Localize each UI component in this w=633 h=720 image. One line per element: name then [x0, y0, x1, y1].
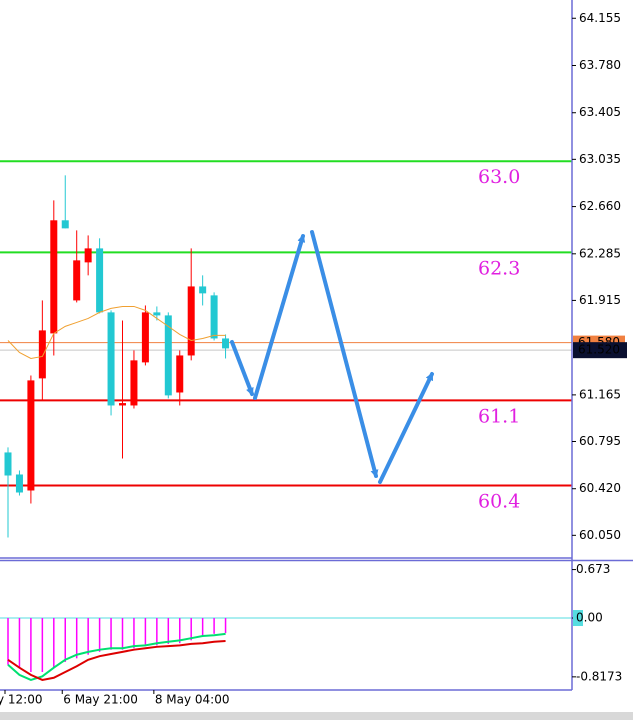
- candle-body: [141, 312, 149, 363]
- candle-body: [199, 286, 207, 294]
- y-tick-label: 60.420: [579, 481, 621, 495]
- y-tick-label: 63.035: [579, 152, 621, 166]
- candle-body: [15, 474, 23, 493]
- candle-body: [27, 380, 35, 491]
- y-tick-label: 63.405: [579, 105, 621, 119]
- candle-body: [164, 315, 172, 396]
- candle-body: [176, 355, 184, 393]
- moving-average: [7, 305, 226, 360]
- x-tick-label: 6 May 21:00: [63, 693, 138, 707]
- y-tick-label: 62.660: [579, 199, 621, 213]
- level-label: 61.1: [478, 405, 520, 427]
- level-label: 62.3: [478, 257, 520, 279]
- y-tick-label: 60.795: [579, 434, 621, 448]
- macd-line: [7, 632, 226, 681]
- y-tick-label: 61.165: [579, 387, 621, 401]
- candle-body: [38, 330, 46, 379]
- tab-bar: [0, 712, 633, 720]
- x-tick-label: y 12:00: [0, 693, 43, 707]
- candle-body: [130, 360, 138, 406]
- candle-body: [153, 312, 161, 316]
- level-label: 63.0: [478, 166, 520, 188]
- arrow: [378, 372, 434, 484]
- level-label: 60.4: [478, 490, 520, 512]
- y-tick-label: 60.050: [579, 528, 621, 542]
- y-tick-label: -0.8173: [576, 669, 622, 683]
- candle-body: [4, 452, 12, 476]
- bid-label: 61.520: [578, 343, 620, 357]
- arrow: [253, 234, 306, 400]
- candle-body: [73, 260, 81, 301]
- candle-body: [61, 220, 69, 229]
- zero-label-box: [573, 610, 583, 627]
- candle-body: [222, 338, 230, 349]
- candle-body: [50, 220, 58, 334]
- y-tick-label: 64.155: [579, 11, 621, 25]
- macd-panel: [0, 617, 572, 681]
- macd-line: [7, 640, 226, 681]
- candle-body: [96, 248, 104, 313]
- price-panel: 63.0 62.3 61.1 60.4: [0, 160, 572, 538]
- bid-label-box: [573, 342, 627, 359]
- forecast-arrows: [230, 230, 434, 484]
- candle-body: [210, 295, 218, 339]
- x-tick-label: 8 May 04:00: [155, 693, 230, 707]
- y-tick-label: 0.673: [576, 562, 610, 576]
- y-tick-label: 63.780: [579, 58, 621, 72]
- y-tick-label: 61.915: [579, 293, 621, 307]
- candle-body: [107, 312, 115, 406]
- candle-body: [119, 403, 126, 406]
- arrow: [230, 340, 254, 396]
- candle-body: [84, 248, 92, 263]
- candle-body: [187, 286, 195, 356]
- y-tick-label: 0.00: [576, 611, 603, 625]
- arrow: [310, 230, 379, 478]
- y-tick-label: 62.285: [579, 246, 621, 260]
